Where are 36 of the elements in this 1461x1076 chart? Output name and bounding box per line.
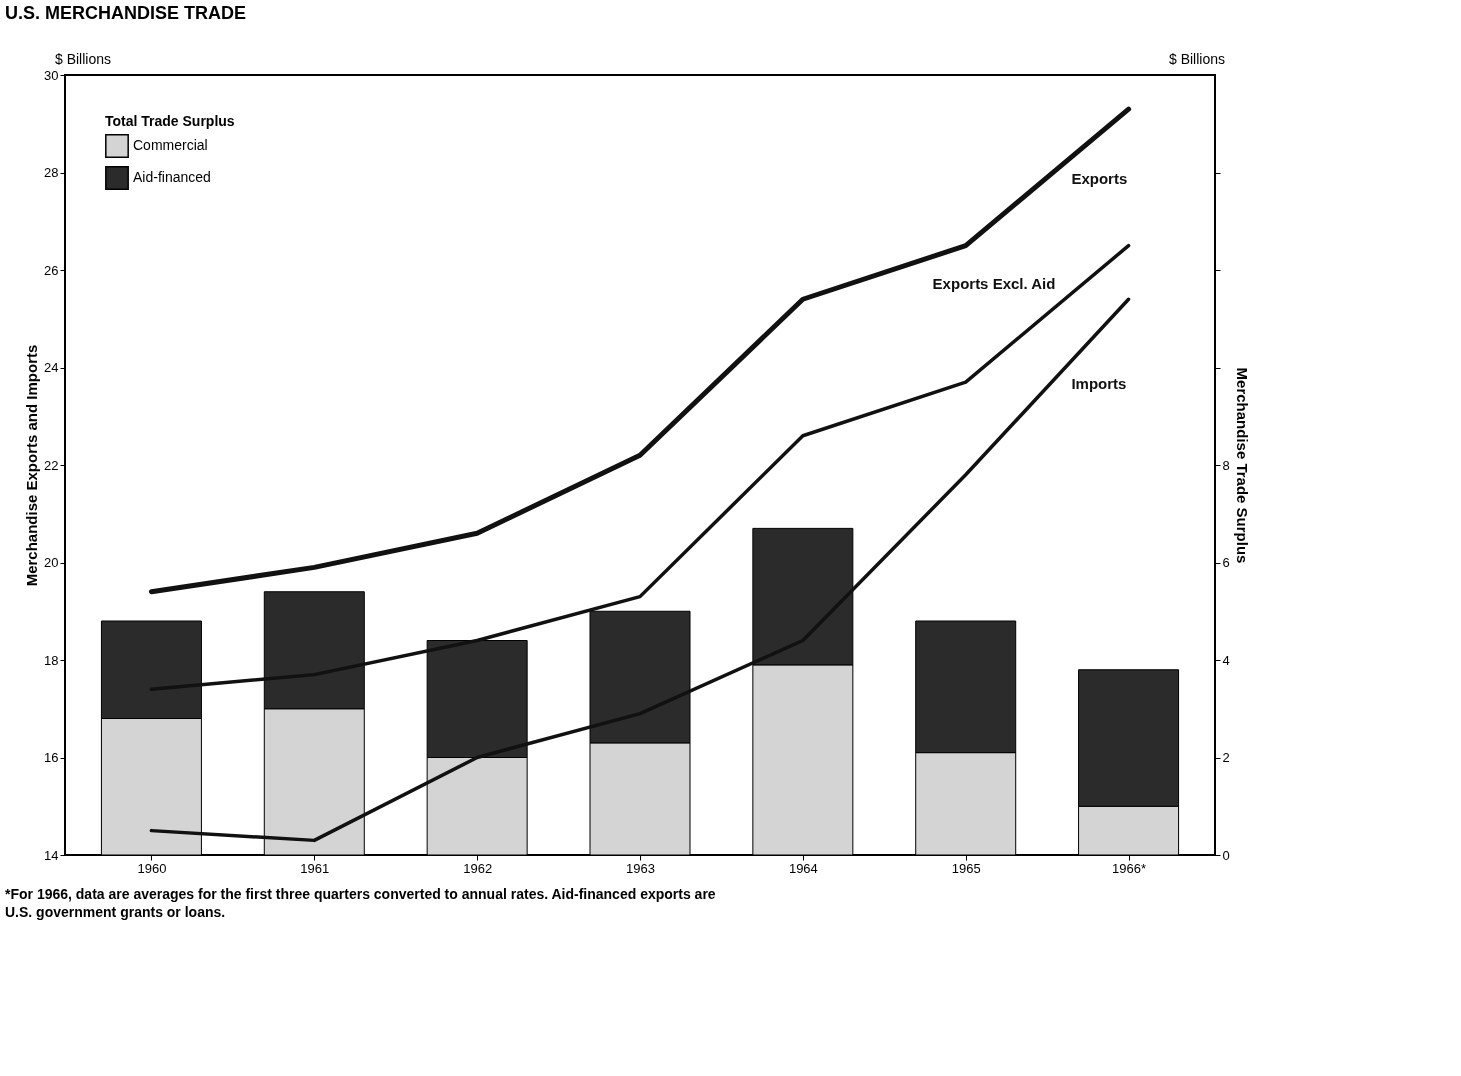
legend-label: Aid-financed	[133, 169, 211, 185]
y2-tick-label: 2	[1222, 750, 1230, 765]
y2-tick-label: 0	[1222, 847, 1230, 863]
x-tick-label: 1961	[300, 860, 330, 876]
y-tick-label: 30	[44, 67, 59, 83]
y-axis-title: Merchandise Exports and Imports	[23, 344, 41, 587]
y2-tick-label: 4	[1222, 652, 1230, 668]
x-tick-label: 1962	[463, 860, 493, 876]
y-tick-label: 24	[44, 360, 59, 375]
y2-tick-label: 8	[1222, 457, 1230, 473]
series-label: Imports	[1071, 375, 1127, 393]
y-tick-label: 18	[44, 652, 59, 668]
y2-axis-title: Merchandise Trade Surplus	[1233, 367, 1251, 564]
y-tick-label: 22	[44, 457, 59, 473]
y-tick-label: 28	[44, 165, 59, 180]
x-tick-label: 1965	[951, 860, 981, 876]
x-tick-label: 1966*	[1112, 860, 1147, 876]
y-tick-label: 26	[44, 262, 59, 278]
text: $ Billions	[55, 51, 112, 67]
y2-tick-label: 6	[1222, 555, 1230, 570]
text: $ Billions	[1168, 51, 1225, 67]
text: U.S. government grants or loans.	[5, 904, 226, 920]
line-series	[149, 297, 1131, 843]
legend-label: Commercial	[133, 137, 208, 153]
x-tick-label: 1964	[788, 860, 818, 876]
line-series	[149, 243, 1131, 691]
x-tick-label: 1960	[137, 860, 167, 876]
chart-title: U.S. MERCHANDISE TRADE	[5, 3, 247, 23]
x-tick-label: 1963	[626, 860, 655, 876]
legend-title: Total Trade Surplus	[105, 113, 235, 129]
y-tick-label: 16	[44, 750, 59, 765]
text: *For 1966, data are averages for the first three quarters converted to annual rates. Aid-financed exports are	[5, 886, 716, 902]
series-label: Exports	[1071, 169, 1128, 187]
series-label: Exports Excl. Aid	[932, 275, 1056, 293]
y-tick-label: 14	[44, 847, 59, 863]
y-tick-label: 20	[44, 555, 59, 570]
